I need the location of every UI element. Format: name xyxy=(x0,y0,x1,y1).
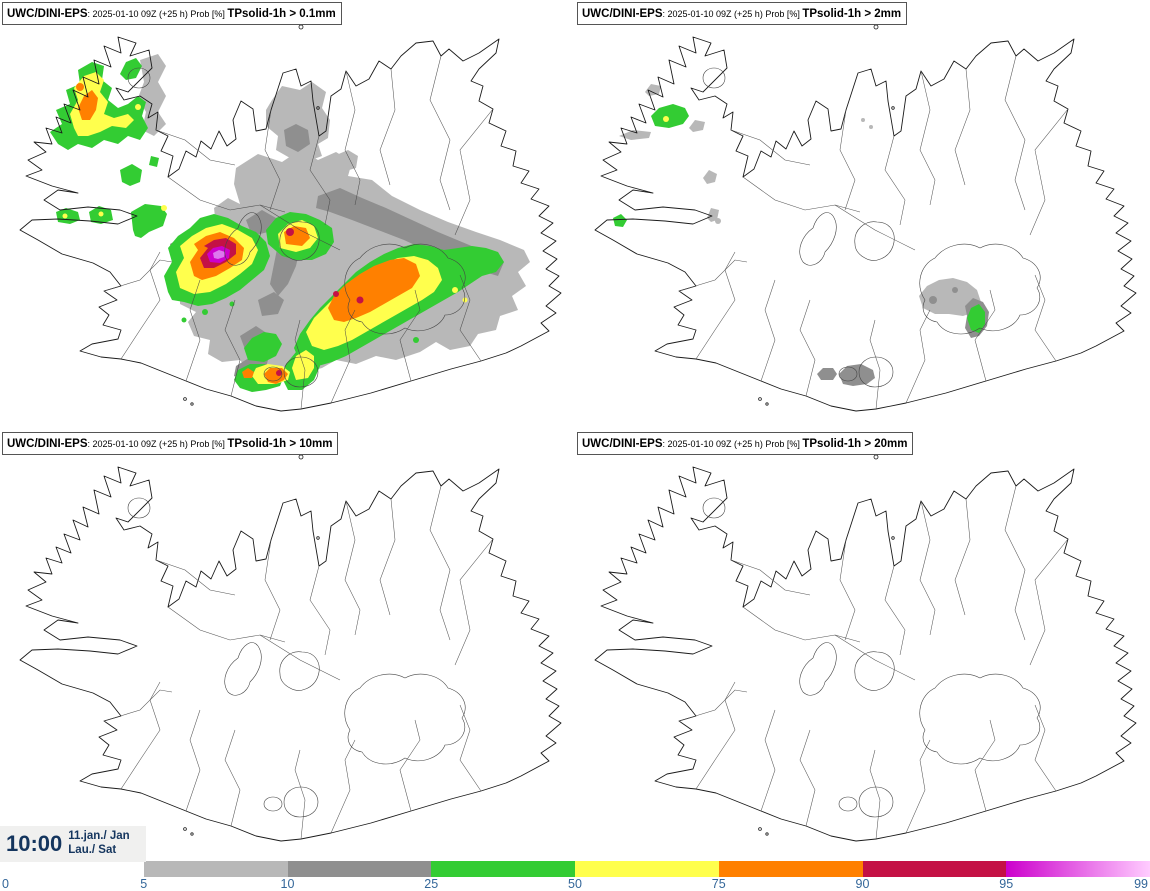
map-panel-prob-20mm: UWC/DINI-EPS: 2025-01-10 09Z (+25 h) Pro… xyxy=(575,430,1150,860)
panel-title-20mm: UWC/DINI-EPS: 2025-01-10 09Z (+25 h) Pro… xyxy=(577,432,914,455)
map-canvas-10mm xyxy=(19,454,562,842)
valid-date-line1: 11.jan./ Jan xyxy=(68,830,130,843)
colorbar-segment-90-95 xyxy=(862,861,1007,877)
valid-time-box: 10:00 11.jan./ Jan Lau./ Sat xyxy=(0,826,146,862)
map-canvas-20mm xyxy=(594,454,1137,842)
probability-shading-2mm xyxy=(613,84,989,386)
map-panel-prob-2mm: UWC/DINI-EPS: 2025-01-10 09Z (+25 h) Pro… xyxy=(575,0,1150,430)
colorbar-segment-25-50 xyxy=(431,861,575,877)
colorbar-segments xyxy=(0,861,1150,877)
map-panel-prob-10mm: UWC/DINI-EPS: 2025-01-10 09Z (+25 h) Pro… xyxy=(0,430,575,860)
threshold-label: TPsolid-1h > 10mm xyxy=(227,438,333,450)
panel-title-0.1mm: UWC/DINI-EPS: 2025-01-10 09Z (+25 h) Pro… xyxy=(2,2,342,25)
colorbar-segment-0-5 xyxy=(0,861,144,877)
model-name: UWC/DINI-EPS xyxy=(7,438,88,450)
probability-colorbar: 0 5 10 25 50 75 90 95 99 xyxy=(0,859,1150,891)
model-name: UWC/DINI-EPS xyxy=(7,8,88,20)
colorbar-ticks: 0 5 10 25 50 75 90 95 99 xyxy=(0,877,1150,891)
valid-date-line2: Lau./ Sat xyxy=(68,844,117,856)
colorbar-tick-50: 50 xyxy=(568,877,582,891)
colorbar-segment-50-75 xyxy=(575,861,719,877)
threshold-label: TPsolid-1h > 20mm xyxy=(802,438,908,450)
colorbar-segment-95-99 xyxy=(1006,861,1150,877)
colorbar-tick-5: 5 xyxy=(140,877,148,891)
map-panel-prob-0.1mm: UWC/DINI-EPS: 2025-01-10 09Z (+25 h) Pro… xyxy=(0,0,575,430)
colorbar-tick-25: 25 xyxy=(424,877,439,891)
colorbar-tick-0: 0 xyxy=(2,877,9,891)
colorbar-segment-75-90 xyxy=(718,861,863,877)
valid-date: 11.jan./ Jan Lau./ Sat xyxy=(68,830,129,858)
panel-title-10mm: UWC/DINI-EPS: 2025-01-10 09Z (+25 h) Pro… xyxy=(2,432,339,455)
panel-title-2mm: UWC/DINI-EPS: 2025-01-10 09Z (+25 h) Pro… xyxy=(577,2,908,25)
map-canvas-0.1mm xyxy=(19,24,562,412)
colorbar-segment-5-10 xyxy=(143,861,288,877)
colorbar-tick-90: 90 xyxy=(855,877,870,891)
threshold-label: TPsolid-1h > 0.1mm xyxy=(227,8,336,20)
probability-shading-0.1mm xyxy=(50,54,530,392)
model-name: UWC/DINI-EPS xyxy=(582,8,663,20)
colorbar-tick-99: 99 xyxy=(1134,877,1148,891)
colorbar-tick-10: 10 xyxy=(280,877,295,891)
run-info: : 2025-01-10 09Z (+25 h) Prob [%] xyxy=(662,439,803,449)
run-info: : 2025-01-10 09Z (+25 h) Prob [%] xyxy=(87,439,228,449)
colorbar-tick-75: 75 xyxy=(711,877,726,891)
threshold-label: TPsolid-1h > 2mm xyxy=(802,8,902,20)
map-canvas-2mm xyxy=(594,24,1137,412)
run-info: : 2025-01-10 09Z (+25 h) Prob [%] xyxy=(87,9,228,19)
colorbar-segment-10-25 xyxy=(287,861,432,877)
run-info: : 2025-01-10 09Z (+25 h) Prob [%] xyxy=(662,9,803,19)
colorbar-tick-95: 95 xyxy=(999,877,1014,891)
model-name: UWC/DINI-EPS xyxy=(582,438,663,450)
valid-time: 10:00 xyxy=(6,831,63,856)
